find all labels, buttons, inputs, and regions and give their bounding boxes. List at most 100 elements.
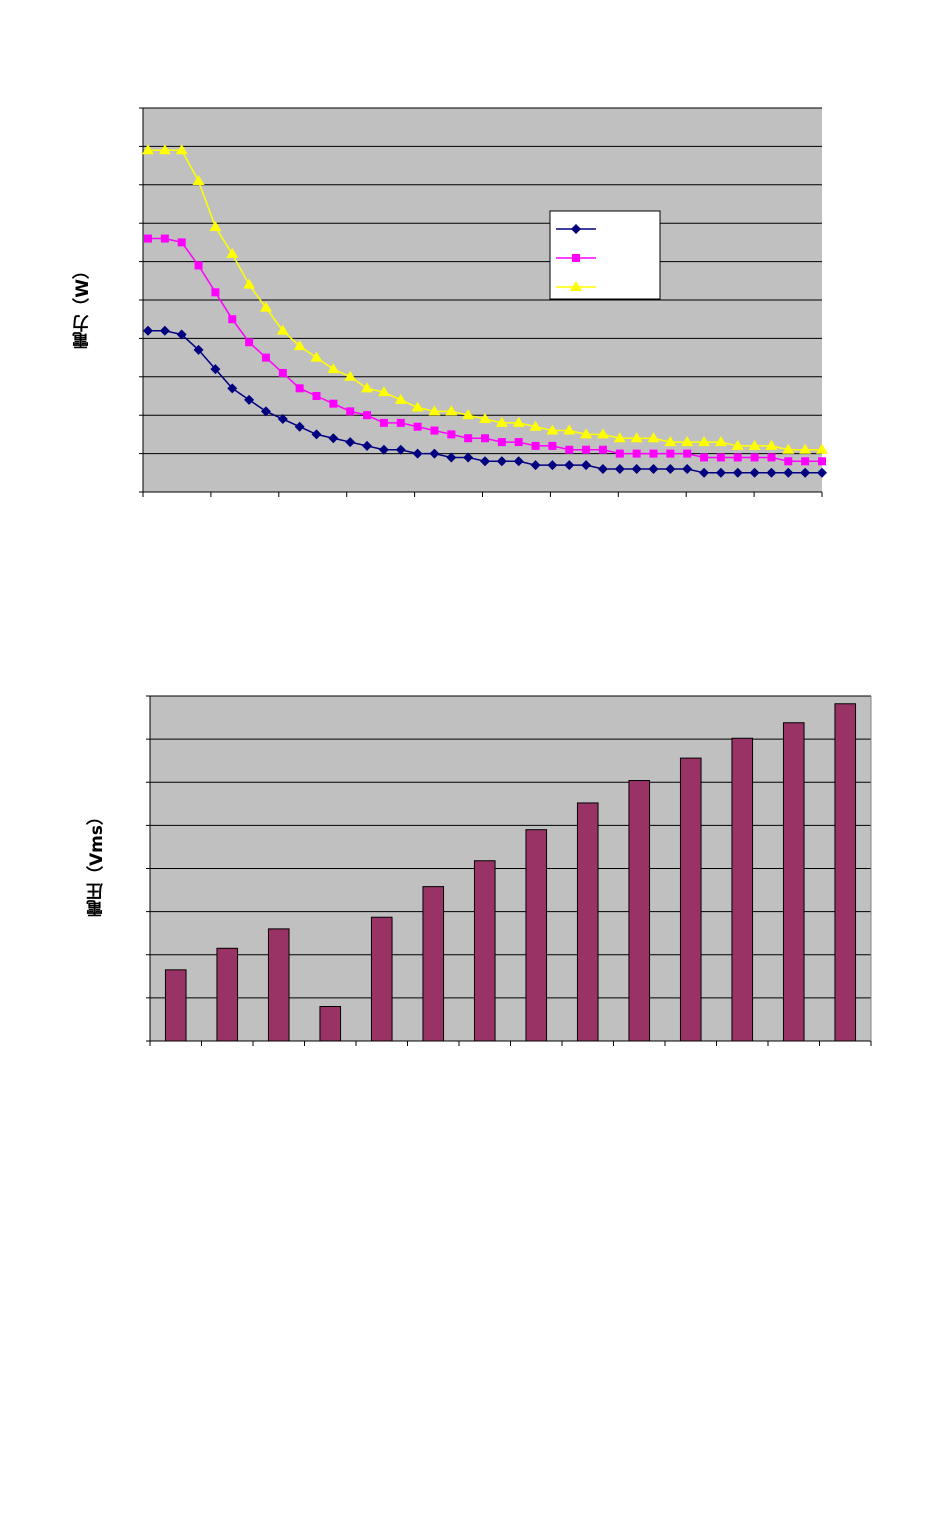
series-2-point	[295, 384, 304, 393]
series-3-point	[698, 436, 711, 447]
series-3-point	[394, 393, 407, 404]
series-3-point	[613, 432, 626, 443]
series-2-point	[278, 368, 287, 377]
series-2-point	[430, 426, 439, 435]
series-3-point	[327, 363, 340, 374]
series-3-point	[259, 301, 272, 312]
series-3-point	[209, 221, 222, 232]
series-1-point	[176, 329, 187, 340]
series-1-point	[581, 460, 592, 471]
series-1-point	[766, 467, 777, 478]
series-1-point	[800, 467, 811, 478]
series-2-point	[464, 434, 473, 443]
series-3-point	[344, 370, 357, 381]
series-2-point	[531, 441, 540, 450]
series-3-point	[243, 278, 256, 289]
series-3-point	[630, 432, 643, 443]
series-1-point	[395, 444, 406, 455]
series-1-point	[328, 433, 339, 444]
series-1-point	[159, 325, 170, 336]
series-2-point	[194, 261, 203, 270]
series-2-point	[379, 418, 388, 427]
series-1-point	[412, 448, 423, 459]
series-3-point	[664, 436, 677, 447]
series-1-point	[783, 467, 794, 478]
legend	[549, 210, 661, 300]
series-3-point	[192, 174, 205, 185]
series-2-point	[548, 441, 557, 450]
series-3-point	[428, 405, 441, 416]
series-1-point	[362, 440, 373, 451]
bar	[422, 886, 445, 1042]
series-3-point	[142, 144, 154, 155]
series-1-point	[429, 448, 440, 459]
series-1-point	[294, 421, 305, 432]
series-2-point	[784, 457, 793, 466]
series-2-point	[767, 453, 776, 462]
series-2-point	[413, 422, 422, 431]
legend-box	[549, 210, 661, 300]
series-1-point	[496, 456, 507, 467]
series-1-point	[648, 463, 659, 474]
series-3-point	[462, 409, 475, 420]
series-3-point	[175, 144, 188, 155]
series-2-point	[228, 315, 237, 324]
series-1-point	[597, 463, 608, 474]
series-2-point	[312, 392, 321, 400]
series-3-point	[563, 424, 576, 435]
series-1-point	[682, 463, 693, 474]
bar	[628, 780, 651, 1042]
series-1-point	[817, 467, 827, 478]
series-2	[144, 234, 826, 466]
bar	[267, 928, 290, 1042]
series-3-point	[512, 416, 525, 427]
series-1-point	[564, 460, 575, 471]
series-2-point	[598, 445, 607, 454]
series-3	[142, 144, 828, 454]
bar	[164, 969, 187, 1042]
bar	[576, 802, 599, 1042]
series-3-point	[731, 439, 744, 450]
series-3-point	[546, 424, 559, 435]
bar	[731, 737, 754, 1042]
series-3-point	[765, 439, 778, 450]
series-3-point	[580, 428, 593, 439]
series-1-point	[513, 456, 524, 467]
bar	[319, 1006, 342, 1042]
series-1-point	[699, 467, 710, 478]
series-1-point	[463, 452, 474, 463]
bar	[679, 757, 702, 1042]
series-1-point	[143, 325, 153, 336]
series-1-point	[614, 463, 625, 474]
series-1-point	[277, 414, 288, 425]
series-3-point	[748, 439, 761, 450]
series-2-point	[615, 449, 624, 458]
series-2-point	[363, 411, 372, 420]
series-1-point	[244, 394, 255, 405]
series-1-point	[480, 456, 490, 467]
series-3-point	[479, 413, 491, 424]
bar	[473, 860, 496, 1042]
power-line-chart: 電力（W）	[0, 0, 950, 560]
series-1-point	[345, 437, 356, 448]
series-1-point	[193, 344, 204, 355]
series-2-point	[481, 434, 489, 443]
series-1-point	[227, 383, 238, 394]
series-1-point	[446, 452, 457, 463]
series-2-point	[177, 238, 186, 247]
series-3-point	[681, 436, 694, 447]
series-3-point	[293, 340, 306, 351]
series-1-point	[732, 467, 743, 478]
bar	[370, 916, 393, 1042]
series-1	[143, 325, 827, 478]
series-2-point	[497, 438, 506, 447]
series-3-point	[647, 432, 660, 443]
bar	[834, 703, 857, 1042]
series-3-point	[276, 324, 289, 335]
series-3-point	[361, 382, 374, 393]
series-1-point	[311, 429, 322, 440]
bar	[216, 947, 239, 1042]
series-2-point	[582, 445, 591, 454]
legend-marker-3	[570, 281, 582, 291]
series-2-point	[245, 338, 254, 347]
